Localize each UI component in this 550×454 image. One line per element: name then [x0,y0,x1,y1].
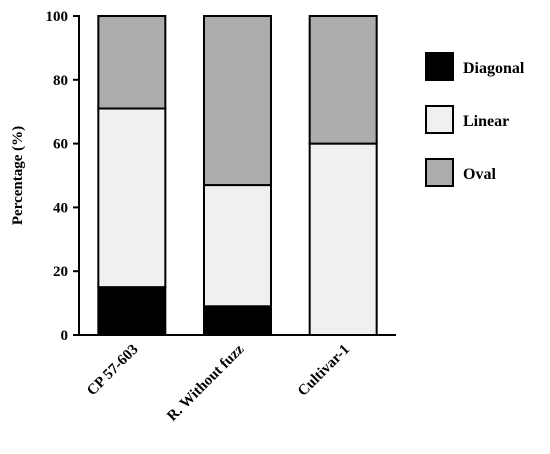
x-tick-label-r-without-fuzz: R. Without fuzz [164,341,247,424]
legend-label-diagonal: Diagonal [463,60,525,77]
x-tick-label-cultivar-1: Cultivar-1 [295,342,353,400]
bar-oval-cultivar-1 [308,15,378,145]
bar-linear-cultivar-1 [308,142,378,336]
bar-diagonal-r-without-fuzz [203,305,272,337]
bar-oval-cp-57-603 [97,15,167,110]
bar-group-cultivar-1 [308,15,378,336]
y-tick-label-100: 100 [46,9,69,25]
y-axis-title: Percentage (%) [10,126,26,225]
legend-swatch-diagonal [425,52,454,81]
y-axis-ticks: 0 20 40 60 80 100 [46,9,79,344]
legend-label-linear: Linear [463,113,509,130]
bar-linear-r-without-fuzz [203,184,272,308]
y-tick-label-0: 0 [61,328,69,344]
y-tick-label-20: 20 [53,264,68,280]
bar-oval-r-without-fuzz [203,15,272,187]
legend-label-oval: Oval [463,166,496,183]
legend-swatch-linear [425,105,454,134]
axes [78,15,396,336]
legend-swatch-oval [425,158,454,187]
bar-group-r-without-fuzz [203,15,272,337]
legend: Diagonal Linear Oval [425,52,525,187]
bar-diagonal-cp-57-603 [97,286,167,336]
x-tick-label-cp-57-603: CP 57-603 [84,342,142,400]
bar-area [97,15,378,337]
y-tick-label-40: 40 [53,200,68,216]
y-tick-label-80: 80 [53,73,68,89]
bar-group-cp-57-603 [97,15,167,336]
y-tick-label-60: 60 [53,137,68,153]
x-axis-ticks: CP 57-603 R. Without fuzz Cultivar-1 [84,341,353,424]
bar-linear-cp-57-603 [97,107,167,289]
